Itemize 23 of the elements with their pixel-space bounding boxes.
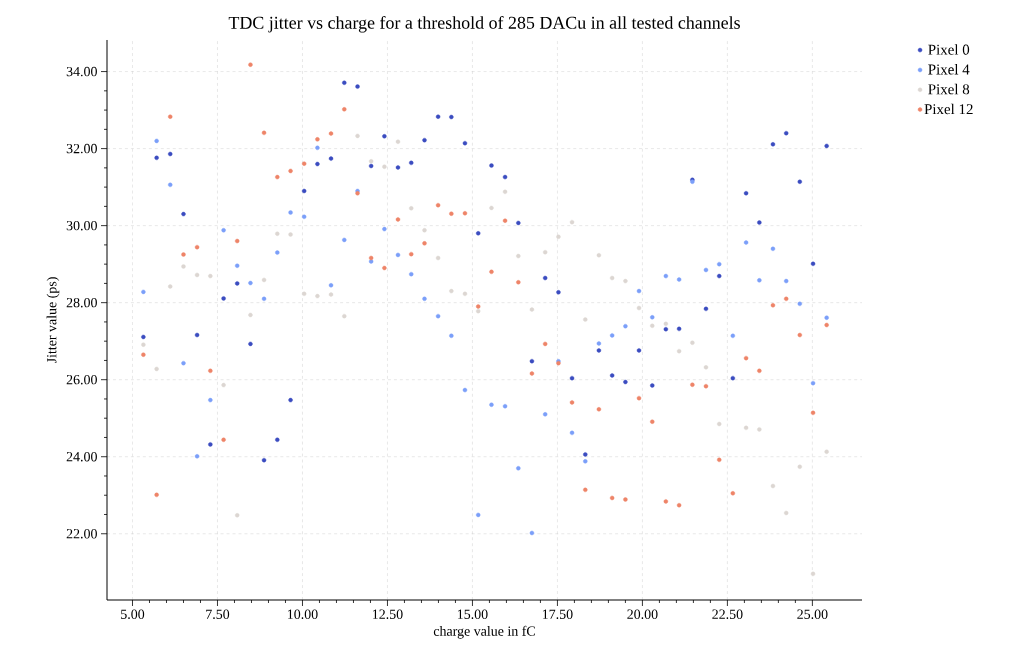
y-tick-label: 32.00 [66,143,97,154]
x-tick-label: 22.50 [712,609,743,619]
y-tick-label: 24.00 [66,451,97,462]
y-tick-label: 26.00 [66,374,97,385]
x-tick-label: 20.00 [627,609,658,619]
x-tick-label: 10.00 [287,609,318,619]
x-tick-label: 15.00 [457,609,488,619]
y-tick-label: 22.00 [66,529,97,539]
x-tick-label: 12.50 [372,609,403,619]
legend-label: Pixel 8 [928,83,970,95]
x-axis-title: charge value in fC [433,625,535,639]
chart-title: TDC jitter vs charge for a threshold of 285 DACu in all tested channels [228,16,740,33]
x-tick-label: 17.50 [542,609,573,619]
legend-label: Pixel 0 [928,44,970,55]
y-tick-label: 30.00 [66,220,97,231]
x-tick-label: 25.00 [797,609,828,619]
y-tick-label: 34.00 [66,66,97,77]
y-axis-title: Jitter value (ps) [46,277,60,364]
x-tick-label: 7.50 [206,609,230,619]
legend-label: Pixel 12 [924,103,973,115]
y-tick-label: 28.00 [66,297,97,308]
x-tick-label: 5.00 [121,609,145,619]
legend-label: Pixel 4 [928,64,970,75]
